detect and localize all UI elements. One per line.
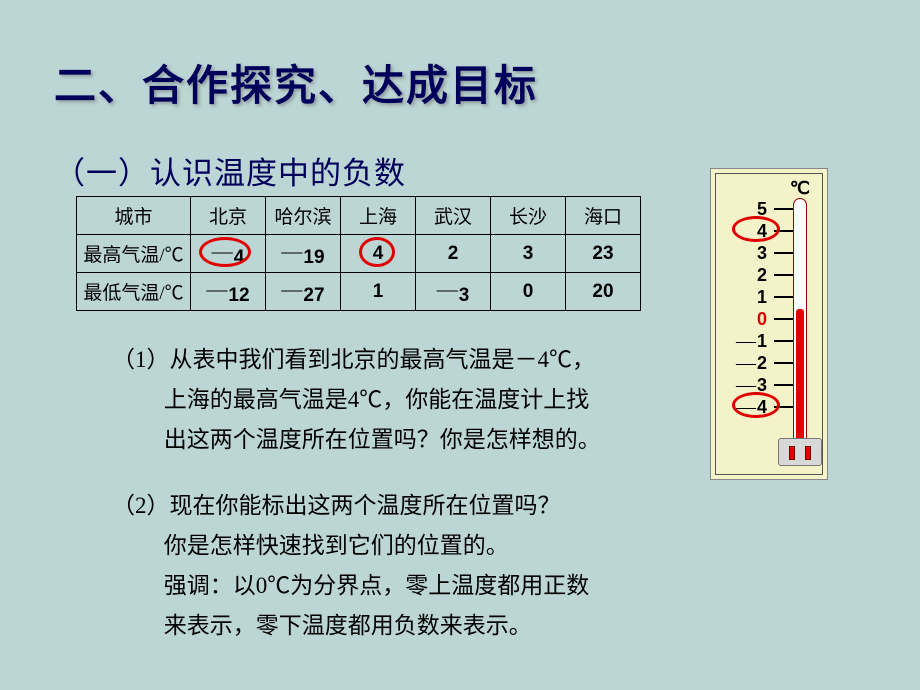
thermometer-inner: ℃ 543210—1—2—3—4	[715, 173, 823, 475]
table-cell-low-3: —3	[416, 273, 491, 311]
table-cell-low-1: —27	[266, 273, 341, 311]
table-header-city: 城市	[77, 197, 191, 235]
para1-line-2: 出这两个温度所在位置吗？你是怎样想的。	[112, 420, 672, 460]
tick-number: 3	[754, 243, 770, 264]
table-row2-label: 最低气温/℃	[77, 273, 191, 311]
thermometer-mercury	[796, 309, 804, 441]
table-city-3: 武汉	[416, 197, 491, 235]
table-city-4: 长沙	[491, 197, 566, 235]
tick-number: 5	[754, 199, 770, 220]
table-cell-high-0: —4	[191, 235, 266, 273]
thermometer-base	[778, 438, 822, 466]
thermometer-tube	[793, 198, 807, 442]
tick-minus-icon: —	[736, 330, 754, 353]
tick-number: 0	[754, 309, 770, 330]
tick-line-icon	[774, 230, 794, 232]
tick-minus-icon: —	[736, 352, 754, 375]
tick-minus-icon: —	[736, 396, 754, 419]
tick-minus-icon: —	[736, 374, 754, 397]
para2-line-1: 你是怎样快速找到它们的位置的。	[112, 526, 732, 566]
table-cell-low-0: —12	[191, 273, 266, 311]
tick-number: 4	[754, 221, 770, 242]
tick-line-icon	[774, 252, 794, 254]
tick-number: 2	[754, 353, 770, 374]
tick-line-icon	[774, 406, 794, 408]
tick-line-icon	[774, 296, 794, 298]
thermometer-tick: 5	[736, 198, 796, 220]
para2-line-0: （2）现在你能标出这两个温度所在位置吗？	[112, 486, 732, 526]
table-cell-low-2: 1	[341, 273, 416, 311]
thermometer-tick: 4	[736, 220, 796, 242]
tick-number: 3	[754, 375, 770, 396]
thermometer-tick: 2	[736, 264, 796, 286]
thermometer-tick: 3	[736, 242, 796, 264]
temperature-table: 城市 北京 哈尔滨 上海 武汉 长沙 海口 最高气温/℃ —4 —19 4 2 …	[76, 196, 641, 311]
table-row1-label: 最高气温/℃	[77, 235, 191, 273]
table-city-2: 上海	[341, 197, 416, 235]
table-cell-high-3: 2	[416, 235, 491, 273]
section-title: 二、合作探究、达成目标	[54, 52, 538, 113]
table-city-5: 海口	[566, 197, 641, 235]
thermometer-tick: —4	[736, 396, 796, 418]
thermometer-tick: —3	[736, 374, 796, 396]
para2-line-3: 来表示，零下温度都用负数来表示。	[112, 606, 732, 646]
table-cell-high-5: 23	[566, 235, 641, 273]
paragraph-1: （1）从表中我们看到北京的最高气温是－4℃， 上海的最高气温是4℃，你能在温度计…	[112, 340, 672, 460]
thermometer-tick: —1	[736, 330, 796, 352]
table-cell-low-5: 20	[566, 273, 641, 311]
tick-number: 1	[754, 331, 770, 352]
thermometer-tick: 1	[736, 286, 796, 308]
tick-line-icon	[774, 208, 794, 210]
base-slot-icon	[789, 446, 795, 460]
thermometer-tick: 0	[736, 308, 796, 330]
tick-line-icon	[774, 340, 794, 342]
thermometer-unit: ℃	[790, 178, 810, 199]
tick-line-icon	[774, 362, 794, 364]
table-cell-low-4: 0	[491, 273, 566, 311]
tick-number: 1	[754, 287, 770, 308]
paragraph-2: （2）现在你能标出这两个温度所在位置吗？ 你是怎样快速找到它们的位置的。 强调：…	[112, 486, 732, 646]
subsection-title: （一）认识温度中的负数	[54, 148, 406, 193]
table-city-0: 北京	[191, 197, 266, 235]
thermometer-tick: —2	[736, 352, 796, 374]
table-city-1: 哈尔滨	[266, 197, 341, 235]
para2-line-2: 强调：以0℃为分界点，零上温度都用正数	[112, 566, 732, 606]
tick-number: 4	[754, 397, 770, 418]
tick-line-icon	[774, 318, 794, 320]
para1-line-1: 上海的最高气温是4℃，你能在温度计上找	[112, 380, 672, 420]
table-cell-high-1: —19	[266, 235, 341, 273]
thermometer: ℃ 543210—1—2—3—4	[710, 168, 828, 480]
tick-line-icon	[774, 384, 794, 386]
base-slot-icon	[805, 446, 811, 460]
tick-number: 2	[754, 265, 770, 286]
table-cell-high-4: 3	[491, 235, 566, 273]
table-cell-high-2: 4	[341, 235, 416, 273]
para1-line-0: （1）从表中我们看到北京的最高气温是－4℃，	[112, 340, 672, 380]
tick-line-icon	[774, 274, 794, 276]
